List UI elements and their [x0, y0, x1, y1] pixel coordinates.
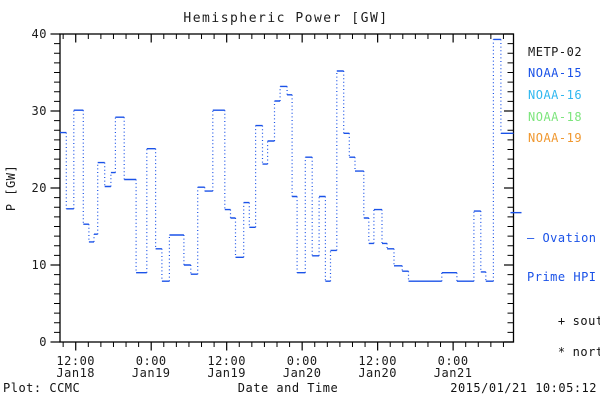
- y-tick-label: 20: [32, 181, 47, 195]
- x-tick-label-time: 12:00: [56, 354, 95, 368]
- chart-title: Hemispheric Power [GW]: [183, 11, 389, 26]
- x-tick-label-time: 0:00: [287, 354, 318, 368]
- legend-ovation-prime-hpi: – Ovation Prime HPI: [527, 206, 597, 310]
- hpi-step-measurements: [60, 38, 514, 282]
- hpi-step-vertical-connectors: [65, 39, 502, 282]
- south-label: south: [572, 314, 600, 328]
- legend-item-noaa-16: NOAA-16: [528, 88, 583, 102]
- asterisk-marker-icon: *: [557, 345, 566, 359]
- x-tick-label-date: Jan21: [434, 366, 473, 380]
- plot-timestamp: 2015/01/21 10:05:12: [450, 381, 597, 395]
- legend-item-noaa-15: NOAA-15: [528, 66, 583, 80]
- x-tick-label-date: Jan20: [283, 366, 322, 380]
- ovation-label-line2: Prime HPI: [527, 270, 597, 284]
- x-tick-label-time: 0:00: [438, 354, 469, 368]
- ovation-label-line1: – Ovation: [527, 231, 597, 245]
- x-tick-label-time: 12:00: [207, 354, 246, 368]
- x-tick-label-date: Jan20: [358, 366, 397, 380]
- legend-item-noaa-19: NOAA-19: [528, 131, 583, 145]
- plot-frame: [59, 33, 515, 343]
- x-axis-title: Date and Time: [237, 381, 339, 395]
- plus-marker-icon: +: [557, 314, 566, 328]
- x-tick-label-date: Jan19: [132, 366, 171, 380]
- legend-item-noaa-18: NOAA-18: [528, 110, 583, 124]
- x-tick-label-date: Jan18: [56, 366, 95, 380]
- y-tick-label: 0: [39, 335, 47, 349]
- plot-source-label: Plot: CCMC: [3, 381, 81, 395]
- y-tick-label: 30: [32, 104, 47, 118]
- x-tick-label-time: 0:00: [136, 354, 167, 368]
- legend-marker-north: * north: [527, 331, 600, 373]
- x-tick-label-time: 12:00: [358, 354, 397, 368]
- y-tick-label: 10: [32, 258, 47, 272]
- legend-item-metp-02: METP-02: [528, 45, 583, 59]
- y-axis-title: P [GW]: [4, 165, 18, 211]
- x-tick-label-date: Jan19: [207, 366, 246, 380]
- north-label: north: [572, 345, 600, 359]
- legend-marker-south: + south: [527, 300, 600, 342]
- y-tick-label: 40: [32, 27, 47, 41]
